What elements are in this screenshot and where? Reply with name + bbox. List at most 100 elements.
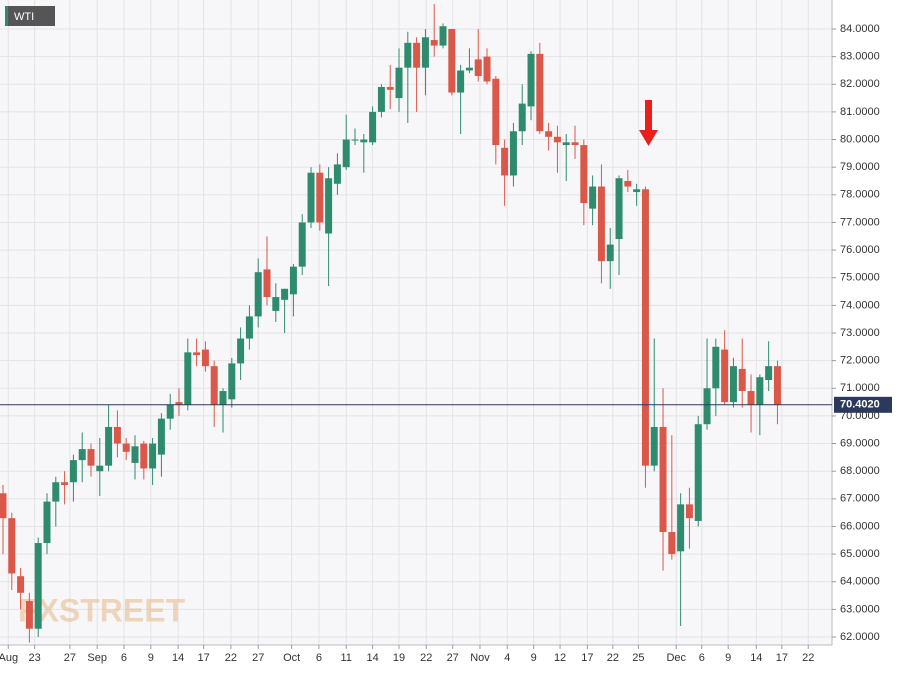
y-tick-label: 82.0000 — [840, 78, 880, 90]
x-tick-label: 14 — [172, 652, 184, 664]
watermark: FXSTREET — [18, 592, 186, 628]
plot-area — [0, 0, 832, 645]
candle-body — [25, 601, 33, 629]
y-tick-label: 83.0000 — [840, 51, 880, 63]
overlay: 70.4020 — [0, 396, 892, 413]
y-tick-label: 78.0000 — [840, 189, 880, 201]
x-tick-label: Aug — [0, 652, 18, 664]
candle-body — [545, 131, 553, 137]
candle-body — [113, 426, 121, 444]
y-tick-label: 70.0000 — [840, 410, 880, 422]
x-tick-label: 12 — [554, 652, 566, 664]
x-tick-label: 27 — [447, 652, 459, 664]
candle-body — [122, 443, 130, 452]
candle-body — [184, 352, 192, 405]
candle-body — [316, 172, 324, 223]
candle-body — [96, 465, 104, 472]
candle-body — [166, 404, 174, 419]
candle-body — [325, 178, 333, 234]
last-price-box — [834, 396, 892, 413]
candle-body — [237, 338, 245, 364]
y-tick-label: 75.0000 — [840, 272, 880, 284]
x-tick-label: 14 — [366, 652, 378, 664]
candle-body — [210, 366, 218, 405]
x-tick-label: 6 — [316, 652, 322, 664]
candle-body — [518, 103, 526, 132]
candle-body — [747, 391, 755, 405]
candle-body — [553, 136, 561, 143]
candle-body — [439, 26, 447, 46]
candle-body — [721, 349, 729, 403]
arrow-annotation — [639, 100, 658, 146]
candle-body — [509, 131, 517, 176]
candle-body — [421, 37, 429, 68]
x-tick-label: 6 — [699, 652, 705, 664]
candle-body — [712, 346, 720, 389]
y-tick-label: 79.0000 — [840, 161, 880, 173]
x-tick-label: 23 — [29, 652, 41, 664]
x-tick-label: 9 — [531, 652, 537, 664]
y-tick-label: 71.0000 — [840, 382, 880, 394]
chart-title: WTI — [14, 11, 34, 23]
y-tick-label: 64.0000 — [840, 576, 880, 588]
y-tick-label: 77.0000 — [840, 216, 880, 228]
candle-body — [87, 449, 95, 466]
candle-body — [571, 142, 579, 146]
x-tick-label: 9 — [148, 652, 154, 664]
candle-body — [289, 266, 297, 295]
y-tick-label: 62.0000 — [840, 631, 880, 643]
x-tick-label: 22 — [607, 652, 619, 664]
candle-body — [0, 493, 7, 519]
candle-body — [263, 269, 271, 298]
candle-body — [369, 111, 377, 143]
candle-body — [69, 460, 77, 483]
x-tick-label: 17 — [776, 652, 788, 664]
candle-body — [342, 139, 350, 168]
candle-body — [703, 388, 711, 425]
candle-body — [149, 443, 157, 469]
candle-body — [298, 222, 306, 267]
candle-body — [52, 482, 60, 502]
x-tick-label: 14 — [750, 652, 762, 664]
candle-body — [536, 53, 544, 132]
candle-body — [465, 67, 473, 71]
candle-body — [307, 172, 315, 223]
x-tick-label: 22 — [420, 652, 432, 664]
candle-body — [492, 78, 500, 146]
candle-body — [413, 42, 421, 68]
x-tick-label: 11 — [341, 652, 352, 664]
candle-body — [562, 142, 570, 146]
y-tick-label: 73.0000 — [840, 327, 880, 339]
y-tick-label: 84.0000 — [840, 23, 880, 35]
x-tick-label: Sep — [87, 652, 107, 664]
x-tick-label: 25 — [632, 652, 644, 664]
y-tick-label: 65.0000 — [840, 548, 880, 560]
candle-body — [729, 366, 737, 403]
x-tick-label: 17 — [198, 652, 210, 664]
candle-body — [527, 53, 535, 107]
candle-body — [694, 424, 702, 521]
x-tick-label: Dec — [666, 652, 686, 664]
candle-body — [430, 40, 438, 46]
candle-body — [597, 186, 605, 262]
candle-body — [580, 145, 588, 204]
candle-body — [43, 501, 51, 544]
candle-body — [386, 87, 394, 90]
candle-body — [175, 402, 183, 405]
candle-body — [448, 28, 456, 93]
y-tick-label: 72.0000 — [840, 355, 880, 367]
candle-body — [641, 189, 649, 466]
candle-body — [219, 391, 227, 405]
candle-body — [34, 543, 42, 629]
x-tick-label: 27 — [252, 652, 264, 664]
candle-body — [668, 531, 676, 555]
candle-body — [333, 164, 341, 184]
candle-body — [140, 443, 148, 469]
candle-body — [677, 504, 685, 552]
candle-body — [624, 180, 632, 187]
candle-body — [650, 426, 658, 466]
grid — [0, 0, 832, 645]
candle-body — [245, 316, 253, 339]
last-price-label: 70.4020 — [840, 399, 880, 411]
